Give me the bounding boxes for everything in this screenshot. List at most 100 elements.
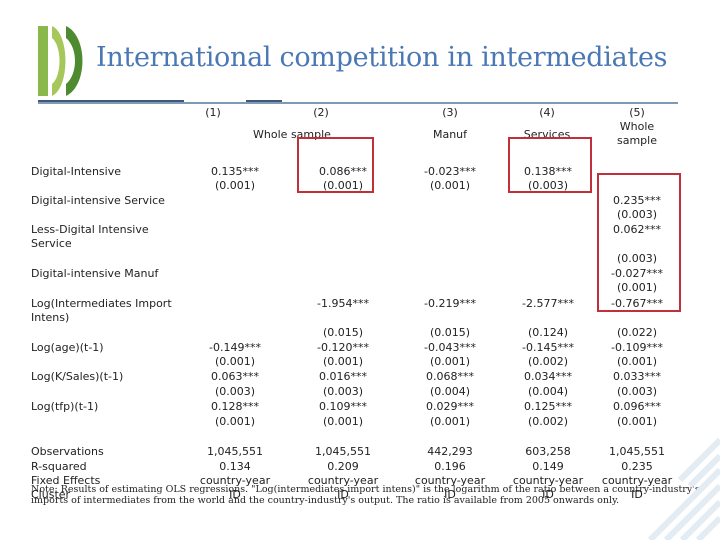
- table-cell: 0.138***: [524, 165, 572, 178]
- title-divider-accent: [246, 100, 282, 102]
- table-cell: 0.125***: [524, 400, 572, 413]
- col-num-5: (5): [629, 106, 645, 119]
- table-cell: (0.003): [322, 385, 364, 398]
- subheader-manuf: Manuf: [432, 128, 468, 141]
- highlight-box-col4: [508, 137, 592, 193]
- table-cell: (0.002): [527, 355, 569, 368]
- page-title: International competition in intermediat…: [96, 42, 668, 73]
- table-cell: country-year: [199, 474, 271, 487]
- table-cell: 0.235***: [613, 194, 661, 207]
- table-cell: -0.043***: [424, 341, 476, 354]
- table-cell: 0.063***: [211, 370, 259, 383]
- table-cell: 0.062***: [613, 223, 661, 236]
- highlight-box-col2: [297, 137, 374, 193]
- row-label-log-intermediates-2: Intens): [31, 311, 70, 324]
- table-cell: 0.109***: [319, 400, 367, 413]
- table-cell: (0.001): [322, 179, 364, 192]
- row-label-digital-intensive: Digital-Intensive: [31, 165, 121, 178]
- table-cell: 1,045,551: [609, 445, 665, 458]
- row-label-less-digital-2: Service: [31, 237, 72, 250]
- table-cell: ID: [229, 488, 241, 501]
- col-num-1: (1): [205, 106, 221, 119]
- table-cell: -1.954***: [317, 297, 369, 310]
- table-cell: 0.235: [621, 460, 653, 473]
- table-cell: country-year: [307, 474, 379, 487]
- table-cell: 0.096***: [613, 400, 661, 413]
- table-cell: -0.109***: [611, 341, 663, 354]
- table-cell: country-year: [414, 474, 486, 487]
- table-cell: (0.015): [429, 326, 471, 339]
- table-cell: 442,293: [427, 445, 473, 458]
- row-label-rsquared: R-squared: [31, 460, 87, 473]
- table-cell: (0.003): [616, 385, 658, 398]
- subheader-whole-sample-5a: Whole: [619, 120, 655, 133]
- table-cell: (0.001): [322, 415, 364, 428]
- table-cell: (0.001): [214, 179, 256, 192]
- highlight-box-col5: [597, 173, 681, 312]
- table-note: Note: Results of estimating OLS regressi…: [31, 484, 700, 506]
- col-num-2: (2): [313, 106, 329, 119]
- row-label-log-age: Log(age)(t-1): [31, 341, 104, 354]
- table-cell: (0.004): [429, 385, 471, 398]
- table-cell: -0.145***: [522, 341, 574, 354]
- table-cell: (0.003): [616, 208, 658, 221]
- table-cell: (0.124): [527, 326, 569, 339]
- table-cell: (0.003): [616, 252, 658, 265]
- title-divider: [38, 102, 678, 104]
- table-cell: -0.149***: [209, 341, 261, 354]
- table-cell: 0.134: [219, 460, 251, 473]
- table-cell: 0.196: [434, 460, 466, 473]
- table-cell: 0.086***: [319, 165, 367, 178]
- table-cell: -0.023***: [424, 165, 476, 178]
- table-cell: 1,045,551: [207, 445, 263, 458]
- table-cell: -2.577***: [522, 297, 574, 310]
- row-label-log-tfp: Log(tfp)(t-1): [31, 400, 99, 413]
- col-num-4: (4): [539, 106, 555, 119]
- table-cell: (0.001): [616, 415, 658, 428]
- table-cell: (0.001): [616, 281, 658, 294]
- table-cell: 0.029***: [426, 400, 474, 413]
- subheader-whole-sample-5b: sample: [617, 134, 657, 147]
- row-label-digital-manuf: Digital-intensive Manuf: [31, 267, 159, 280]
- table-cell: (0.001): [616, 355, 658, 368]
- table-cell: (0.001): [322, 355, 364, 368]
- row-label-log-intermediates-1: Log(Intermediates Import: [31, 297, 172, 310]
- table-cell: -0.767***: [611, 297, 663, 310]
- table-cell: (0.003): [527, 179, 569, 192]
- row-label-fixed-effects: Fixed Effects: [31, 474, 101, 487]
- table-cell: (0.015): [322, 326, 364, 339]
- table-cell: (0.002): [527, 415, 569, 428]
- table-cell: country-year: [512, 474, 584, 487]
- table-cell: 0.034***: [524, 370, 572, 383]
- table-cell: 0.068***: [426, 370, 474, 383]
- table-cell: (0.001): [214, 355, 256, 368]
- table-cell: 0.033***: [613, 370, 661, 383]
- table-cell: -0.027***: [611, 267, 663, 280]
- row-label-log-ks: Log(K/Sales)(t-1): [31, 370, 124, 383]
- table-cell: ID: [337, 488, 349, 501]
- table-cell: (0.022): [616, 326, 658, 339]
- row-label-digital-service: Digital-intensive Service: [31, 194, 165, 207]
- table-cell: 0.016***: [319, 370, 367, 383]
- col-num-3: (3): [442, 106, 458, 119]
- table-cell: 0.128***: [211, 400, 259, 413]
- decorative-stripes: [647, 437, 720, 540]
- table-cell: (0.003): [214, 385, 256, 398]
- table-cell: ID: [542, 488, 554, 501]
- table-cell: 1,045,551: [315, 445, 371, 458]
- title-divider-accent: [38, 100, 184, 102]
- table-cell: -0.120***: [317, 341, 369, 354]
- oecd-logo: [38, 26, 83, 96]
- table-cell: (0.004): [527, 385, 569, 398]
- table-cell: 603,258: [525, 445, 571, 458]
- table-cell: (0.001): [429, 355, 471, 368]
- table-cell: country-year: [601, 474, 673, 487]
- table-cell: ID: [444, 488, 456, 501]
- table-cell: 0.209: [327, 460, 359, 473]
- table-cell: ID: [631, 488, 643, 501]
- row-label-observations: Observations: [31, 445, 104, 458]
- table-cell: (0.001): [214, 415, 256, 428]
- table-cell: (0.001): [429, 179, 471, 192]
- table-cell: 0.149: [532, 460, 564, 473]
- row-label-less-digital-1: Less-Digital Intensive: [31, 223, 149, 236]
